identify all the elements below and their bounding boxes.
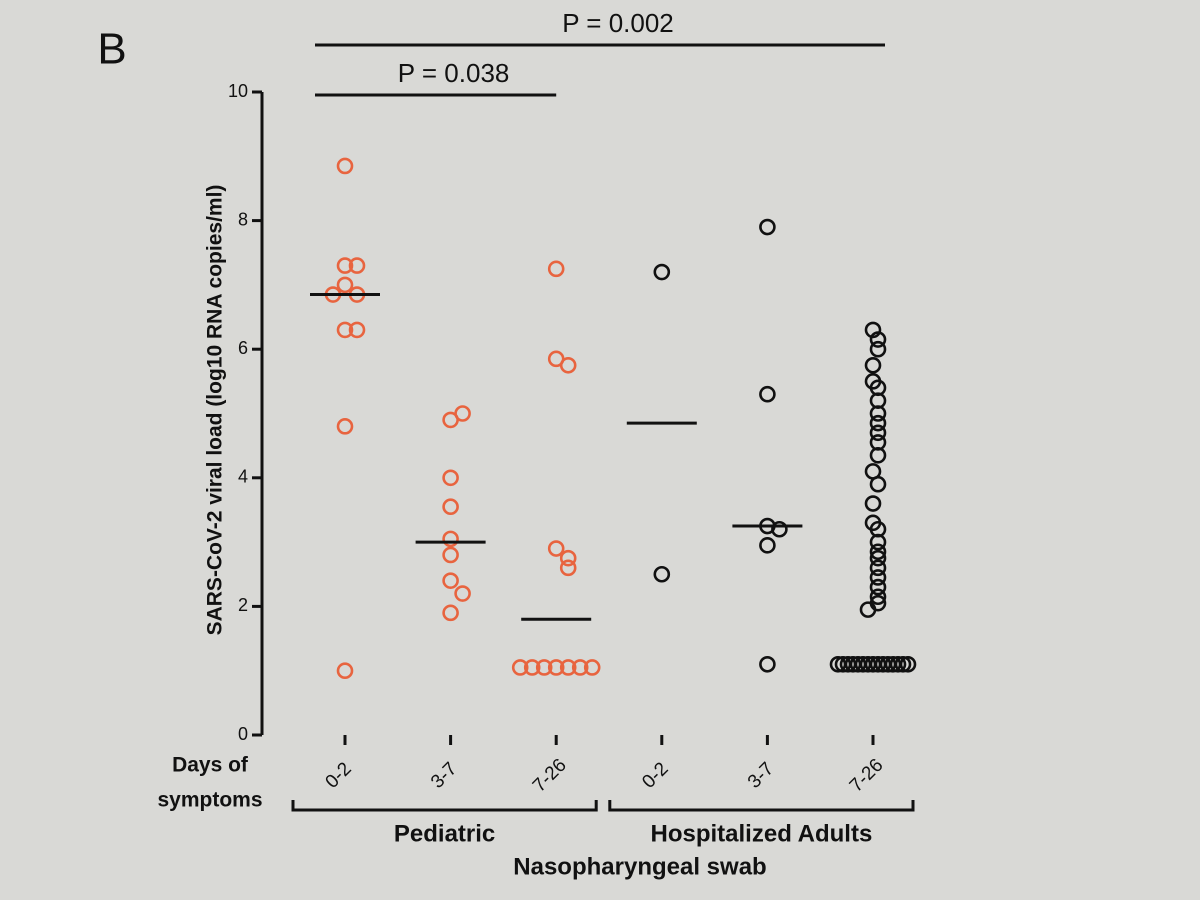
- data-point: [869, 549, 887, 567]
- data-point: [442, 530, 459, 548]
- data-point: [511, 659, 529, 676]
- data-point: [559, 356, 577, 374]
- group-label: Hospitalized Adults: [651, 820, 873, 847]
- data-point: [454, 405, 471, 422]
- data-point: [759, 537, 776, 554]
- data-point: [839, 655, 857, 673]
- data-point: [559, 549, 577, 567]
- data-point: [653, 263, 671, 281]
- x-tick-label: 0-2: [322, 759, 356, 793]
- data-point: [829, 655, 847, 673]
- group-label: Pediatric: [394, 820, 495, 847]
- p-value: P = 0.002: [562, 8, 674, 38]
- data-point: [336, 276, 354, 294]
- data-point: [348, 257, 366, 274]
- y-tick-label: 10: [228, 81, 248, 101]
- data-point: [583, 659, 601, 676]
- data-point: [899, 655, 917, 673]
- x-label: symptoms: [157, 789, 262, 812]
- data-point: [547, 659, 565, 676]
- data-point: [571, 659, 589, 676]
- data-point: [864, 321, 882, 339]
- data-point: [442, 498, 459, 516]
- data-point: [348, 321, 366, 339]
- x-tick-label: 3-7: [744, 759, 778, 793]
- group-bracket: [608, 800, 915, 812]
- data-point: [759, 385, 776, 403]
- data-point: [336, 321, 354, 339]
- p-value: P = 0.038: [398, 58, 510, 88]
- data-point: [547, 260, 565, 278]
- data-point: [834, 655, 852, 673]
- data-point: [869, 414, 887, 432]
- data-point: [559, 659, 577, 676]
- data-point: [869, 405, 887, 422]
- data-point: [869, 533, 887, 551]
- data-point: [869, 578, 887, 596]
- x-tick-label: 7-26: [846, 755, 888, 797]
- panel-label: B: [97, 25, 126, 74]
- data-point: [442, 604, 459, 622]
- x-tick-label: 3-7: [427, 759, 461, 793]
- data-point: [523, 659, 541, 676]
- data-point: [869, 424, 887, 442]
- data-point: [336, 257, 354, 274]
- data-point: [869, 543, 887, 561]
- group-bracket: [291, 800, 598, 812]
- data-point: [535, 659, 553, 676]
- data-point: [547, 540, 565, 557]
- x-tick-label: 7-26: [529, 755, 571, 797]
- data-point: [442, 572, 459, 589]
- data-point: [869, 559, 887, 577]
- y-axis-label: SARS-CoV-2 viral load (log10 RNA copies/…: [204, 185, 227, 636]
- data-point: [869, 569, 887, 586]
- data-point: [869, 588, 887, 606]
- data-point: [869, 446, 887, 464]
- y-tick-label: 6: [238, 338, 248, 358]
- footer: Nasopharyngeal swab: [513, 853, 766, 880]
- x-tick-label: 0-2: [638, 759, 672, 793]
- x-label: Days of: [172, 754, 249, 777]
- data-point: [336, 662, 354, 680]
- data-point: [759, 218, 776, 236]
- data-point: [442, 469, 459, 487]
- data-point: [336, 418, 354, 435]
- data-point: [869, 331, 887, 348]
- data-point: [869, 475, 887, 493]
- y-tick-label: 8: [238, 209, 248, 229]
- data-point: [759, 655, 776, 673]
- data-point: [859, 601, 877, 618]
- data-point: [653, 565, 671, 583]
- data-point: [771, 520, 788, 538]
- y-tick-label: 2: [238, 595, 248, 615]
- data-point: [559, 559, 577, 577]
- y-tick-label: 0: [238, 724, 248, 744]
- data-point: [442, 546, 459, 564]
- data-point: [869, 340, 887, 358]
- data-point: [336, 157, 354, 175]
- data-point: [864, 495, 882, 512]
- data-point: [864, 356, 882, 374]
- data-point: [454, 585, 471, 602]
- data-point: [889, 655, 907, 673]
- data-point: [894, 655, 912, 673]
- y-tick-label: 4: [238, 467, 248, 487]
